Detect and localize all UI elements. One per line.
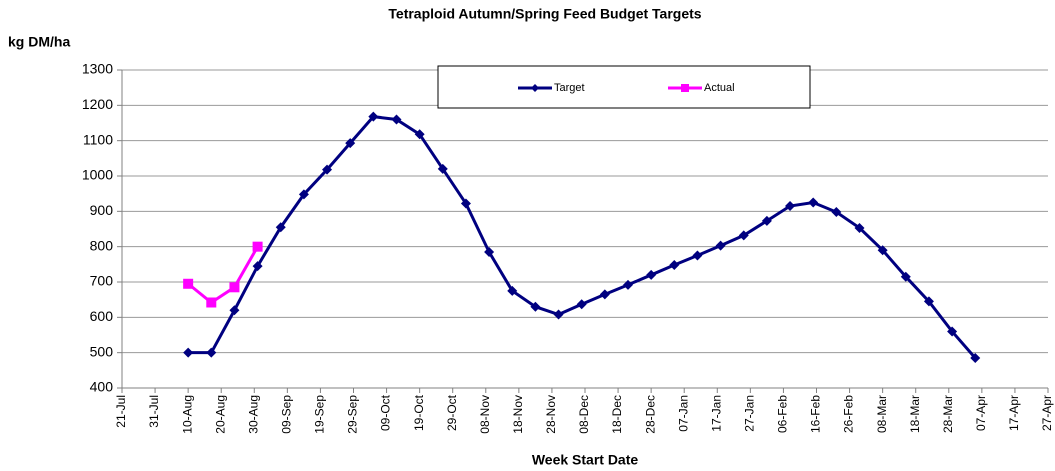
y-tick-label: 1200 xyxy=(82,96,113,112)
x-tick-label: 19-Oct xyxy=(412,394,426,431)
legend: Target Actual xyxy=(437,65,811,109)
marker xyxy=(646,269,657,280)
marker xyxy=(947,326,958,337)
x-tick-label: 27-Apr xyxy=(1040,395,1054,431)
x-tick-label: 10-Aug xyxy=(180,395,194,434)
x-tick-label: 26-Feb xyxy=(842,395,856,433)
series-line xyxy=(188,115,977,359)
x-tick-label: 20-Aug xyxy=(213,395,227,434)
marker xyxy=(576,299,587,310)
x-tick-label: 18-Dec xyxy=(610,395,624,434)
legend-marker xyxy=(531,84,539,92)
legend-label: Actual xyxy=(704,82,735,94)
marker xyxy=(507,285,518,296)
x-tick-label: 09-Oct xyxy=(379,394,393,431)
x-tick-label: 18-Nov xyxy=(511,395,525,434)
marker xyxy=(669,260,680,271)
marker xyxy=(414,129,425,140)
marker xyxy=(229,282,240,293)
x-tick-label: 19-Sep xyxy=(313,395,327,434)
legend-box xyxy=(437,65,811,109)
x-tick-label: 08-Nov xyxy=(478,395,492,434)
marker xyxy=(484,246,495,257)
marker xyxy=(761,215,772,226)
y-tick-label: 1000 xyxy=(82,167,113,183)
marker xyxy=(622,279,633,290)
legend-label: Target xyxy=(554,82,585,94)
marker xyxy=(460,198,471,209)
y-tick-label: 900 xyxy=(90,202,114,218)
marker xyxy=(599,289,610,300)
marker xyxy=(252,261,263,272)
marker xyxy=(692,250,703,261)
x-tick-label: 28-Dec xyxy=(643,395,657,434)
marker xyxy=(437,163,448,174)
y-tick-label: 600 xyxy=(90,308,114,324)
marker xyxy=(206,347,217,358)
x-tick-label: 27-Jan xyxy=(743,395,757,432)
x-tick-label: 17-Jan xyxy=(709,395,723,432)
x-tick-label: 08-Mar xyxy=(875,395,889,433)
marker xyxy=(738,230,749,241)
x-axis-label: Week Start Date xyxy=(532,452,639,468)
marker xyxy=(785,201,796,212)
chart-title: Tetraploid Autumn/Spring Feed Budget Tar… xyxy=(388,6,701,22)
y-tick-label: 1100 xyxy=(83,131,113,147)
x-tick-label: 08-Dec xyxy=(577,395,591,434)
marker xyxy=(391,114,402,125)
marker xyxy=(553,309,564,320)
marker xyxy=(183,278,194,289)
x-tick-label: 06-Feb xyxy=(776,395,790,433)
x-tick-label: 18-Mar xyxy=(908,395,922,433)
marker xyxy=(923,296,934,307)
x-tick-label: 07-Jan xyxy=(676,395,690,432)
y-tick-label: 500 xyxy=(90,343,114,359)
y-tick-label: 800 xyxy=(90,237,114,253)
series-line xyxy=(187,245,259,305)
x-tick-label: 29-Oct xyxy=(445,394,459,431)
marker xyxy=(183,347,194,358)
marker xyxy=(368,111,379,122)
marker xyxy=(206,297,217,308)
marker xyxy=(252,241,263,252)
marker xyxy=(298,189,309,200)
marker xyxy=(229,305,240,316)
x-tick-label: 28-Nov xyxy=(544,395,558,434)
marker xyxy=(970,352,981,363)
marker xyxy=(877,245,888,256)
marker xyxy=(854,222,865,233)
marker xyxy=(530,301,541,312)
y-tick-label: 400 xyxy=(90,379,114,395)
x-tick-label: 30-Aug xyxy=(246,395,260,434)
x-tick-label: 21-Jul xyxy=(114,395,128,428)
x-tick-label: 29-Sep xyxy=(346,395,360,434)
x-tick-label: 17-Apr xyxy=(1007,395,1021,431)
y-tick-label: 1300 xyxy=(82,61,113,77)
marker xyxy=(715,240,726,251)
marker xyxy=(322,164,333,175)
marker xyxy=(900,271,911,282)
marker xyxy=(275,222,286,233)
x-tick-label: 28-Mar xyxy=(941,395,955,433)
marker xyxy=(808,197,819,208)
x-tick-label: 16-Feb xyxy=(809,395,823,433)
y-axis-label: kg DM/ha xyxy=(8,34,70,50)
x-tick-label: 31-Jul xyxy=(147,395,161,428)
marker xyxy=(831,207,842,218)
x-tick-label: 09-Sep xyxy=(280,395,294,434)
y-tick-label: 700 xyxy=(90,273,114,289)
marker xyxy=(345,138,356,149)
x-tick-label: 07-Apr xyxy=(974,395,988,431)
legend-marker xyxy=(681,84,689,92)
